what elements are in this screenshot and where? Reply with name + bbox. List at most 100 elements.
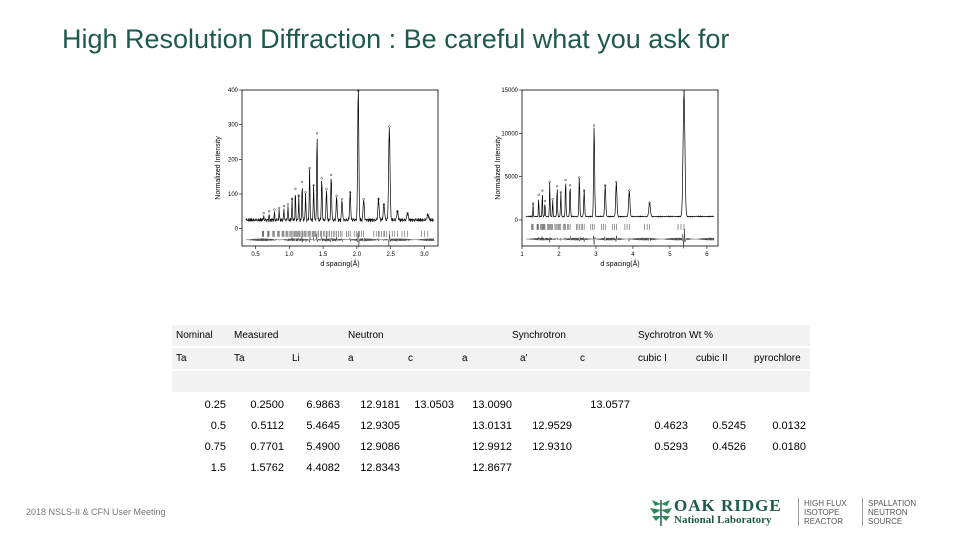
table-cell: 6.9863 (306, 398, 340, 411)
data-point (537, 193, 540, 196)
data-point (312, 184, 315, 187)
table-row: 1.5 1.5762 4.4082 12.8343 12.8677 (172, 457, 810, 478)
y-tick-label: 200 (228, 157, 239, 163)
data-point (273, 208, 276, 211)
table-cell: 12.9912 (472, 440, 512, 453)
y-axis-label: Normalized Intensity (495, 136, 502, 200)
y-tick-label: 5000 (505, 175, 519, 181)
header-pyrochlore: pyrochlore (750, 347, 810, 371)
x-tick-label: 3 (594, 252, 598, 258)
data-point (406, 211, 409, 215)
lattice-parameter-table: Nominal Measured Neutron Synchrotron Syc… (172, 325, 810, 478)
header-sync-a-prime: a' (516, 347, 576, 371)
header-measured: Measured (230, 325, 344, 348)
data-point (568, 184, 572, 187)
table-cell: 13.0577 (590, 398, 630, 411)
synchrotron-plot: 1 2 3 4 5 6 0 5000 10000 15000 d spacing(Å) Normali… (486, 84, 726, 274)
table-cell (634, 457, 692, 478)
data-point (349, 191, 352, 194)
table-cell: 13.0503 (414, 398, 454, 411)
table-cell (692, 393, 750, 415)
y-axis-label: Normalized Intensity (215, 136, 222, 200)
header-cubic-ii: cubic II (692, 347, 750, 371)
x-tick-label: 2.0 (353, 252, 362, 258)
page-title: High Resolution Diffraction : Be careful… (62, 24, 730, 54)
data-point (267, 210, 271, 213)
x-tick-label: 1.5 (319, 252, 328, 258)
x-tick-label: 0.5 (251, 252, 260, 258)
data-point (583, 189, 586, 192)
data-point (304, 191, 307, 194)
data-point (426, 213, 429, 216)
data-point (396, 210, 399, 213)
data-point (320, 177, 323, 180)
table-cell: 0.25 (204, 398, 226, 411)
table-cell: 0.0180 (772, 440, 806, 453)
table-cell (404, 436, 458, 457)
y-tick-label: 0 (515, 218, 519, 224)
table-cell: 0.5245 (712, 419, 746, 432)
x-tick-label: 5 (668, 252, 672, 258)
table-cell (404, 457, 458, 478)
header-neutron-a: a (344, 347, 404, 371)
data-point (593, 124, 596, 127)
neutron-plot: 0.5 1.0 1.5 2.0 2.5 3.0 0 100 200 300 400 d spacing… (212, 84, 444, 274)
y-tick-label: 15000 (501, 88, 518, 94)
synchrotron-plot-svg: 1 2 3 4 5 6 0 5000 10000 15000 d spacing(Å) Normali… (495, 88, 719, 268)
x-tick-label: 1 (520, 252, 524, 258)
table-cell (576, 436, 634, 457)
table-cell: 13.0090 (472, 398, 512, 411)
table-cell (576, 457, 634, 478)
logo-sns: SPALLATION NEUTRON SOURCE (868, 499, 917, 526)
y-tick-label: 300 (228, 123, 239, 129)
data-point (559, 191, 562, 194)
table-cell (634, 393, 692, 415)
table-cell (516, 393, 576, 415)
data-point (325, 187, 328, 190)
table-cell: 12.9529 (532, 419, 572, 432)
table-cell: 5.4645 (306, 419, 340, 432)
data-point (308, 166, 311, 170)
table-cell: 1.5762 (250, 461, 284, 474)
x-tick-label: 6 (705, 252, 709, 258)
profile-line (245, 89, 435, 223)
logo-hfir: HIGH FLUX ISOTOPE REACTOR (804, 499, 847, 526)
x-tick-label: 1.0 (285, 252, 294, 258)
y-tick-label: 10000 (501, 131, 518, 137)
data-point (682, 89, 686, 93)
neutron-plot-svg: 0.5 1.0 1.5 2.0 2.5 3.0 0 100 200 300 400 d spacing… (215, 88, 439, 268)
table-cell (692, 457, 750, 478)
table-cell: 4.4082 (306, 461, 340, 474)
data-point (604, 184, 607, 187)
table-cell (576, 415, 634, 436)
table-cell: 0.2500 (250, 398, 284, 411)
table-cell: 0.7701 (250, 440, 284, 453)
header-ta-nominal: Ta (172, 347, 230, 371)
logo-sub-text: National Laboratory (674, 514, 772, 526)
header-synchrotron-wt: Sychrotron Wt % (634, 325, 810, 348)
header-nominal: Nominal (172, 325, 230, 348)
table-cell: 5.4900 (306, 440, 340, 453)
header-sync-a: a (458, 347, 516, 371)
x-axis-label: d spacing(Å) (320, 259, 359, 268)
table-cell: 0.0132 (772, 419, 806, 432)
header-ta-measured: Ta (230, 347, 288, 371)
data-point (543, 199, 547, 203)
table-cell: 12.9086 (360, 440, 400, 453)
data-point (278, 206, 281, 209)
logo-divider-2 (862, 498, 863, 526)
data-point (297, 194, 300, 197)
data-point (578, 176, 581, 179)
ornl-logo: OAK RIDGE National Laboratory HIGH FLUX … (648, 496, 938, 530)
table-header-row-1: Nominal Measured Neutron Synchrotron Syc… (172, 325, 810, 348)
table-cell: 12.8343 (360, 461, 400, 474)
table-cell: 0.5 (210, 419, 226, 432)
header-neutron-c: c (404, 347, 458, 371)
header-cubic-i: cubic I (634, 347, 692, 371)
table-row: 0.25 0.2500 6.9863 12.9181 13.0503 13.0090 13.… (172, 393, 810, 415)
x-tick-label: 2 (557, 252, 561, 258)
table-header-row-2: Ta Ta Li a c a a' c cubic I cubic II pyr… (172, 347, 810, 371)
table-body: 0.25 0.2500 6.9863 12.9181 13.0503 13.0090 13.… (172, 393, 810, 478)
y-tick-label: 0 (235, 227, 239, 233)
x-axis-label: d spacing(Å) (600, 259, 639, 268)
